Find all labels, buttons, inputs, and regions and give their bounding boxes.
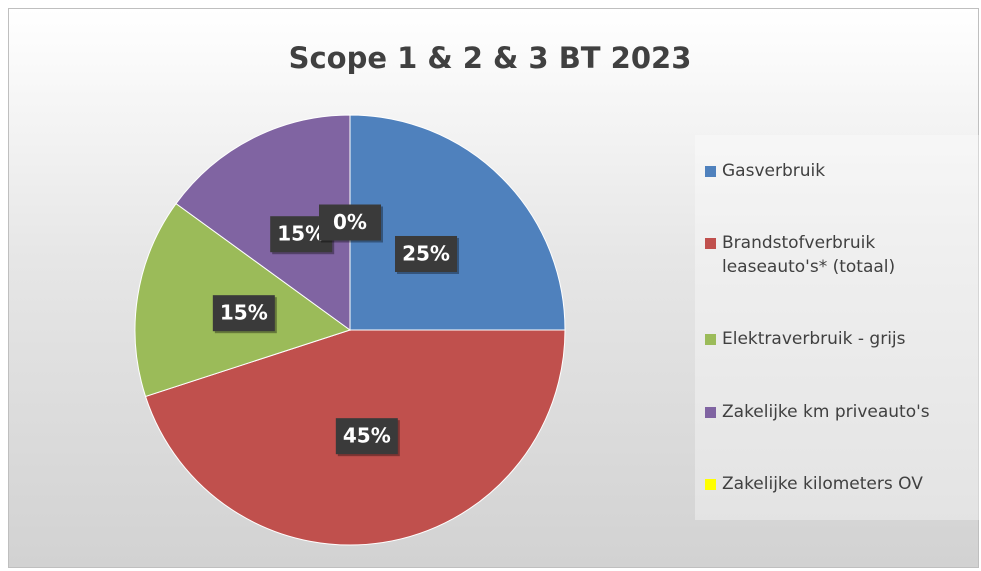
- legend: Gasverbruik Brandstofverbruik leaseauto's…: [695, 135, 980, 520]
- label-box: [319, 204, 381, 241]
- legend-item: Elektraverbruik - grijs: [705, 327, 976, 351]
- label-box: [212, 295, 275, 332]
- legend-swatch: [705, 406, 716, 418]
- legend-label: Elektraverbruik - grijs: [722, 329, 906, 350]
- legend-item: Zakelijke km priveauto's: [705, 400, 976, 424]
- legend-label: Zakelijke kilometers OV: [722, 473, 923, 494]
- legend-label: Zakelijke km priveauto's: [722, 401, 930, 422]
- legend-swatch: [705, 478, 716, 490]
- legend-label: Gasverbruik: [722, 161, 826, 182]
- legend-label: Brandstofverbruik leaseauto's* (totaal): [722, 233, 896, 278]
- legend-swatch: [705, 166, 716, 178]
- label-box: [335, 418, 398, 455]
- legend-swatch: [705, 334, 716, 346]
- pie-slice: [175, 114, 351, 331]
- data-label: 15%: [220, 301, 268, 325]
- chart-title: Scope 1 & 2 & 3 BT 2023: [289, 41, 692, 75]
- legend-item: Gasverbruik: [705, 159, 976, 183]
- label-box: [395, 235, 458, 272]
- data-label: 45%: [343, 424, 391, 448]
- legend-item: Zakelijke kilometers OV: [705, 472, 976, 496]
- legend-item: Brandstofverbruik leaseauto's* (totaal): [705, 231, 976, 279]
- legend-swatch: [705, 238, 716, 250]
- pie-slice: [349, 114, 566, 331]
- data-label: 15%: [277, 222, 325, 246]
- data-label: 25%: [402, 241, 450, 265]
- data-label: 0%: [333, 210, 367, 234]
